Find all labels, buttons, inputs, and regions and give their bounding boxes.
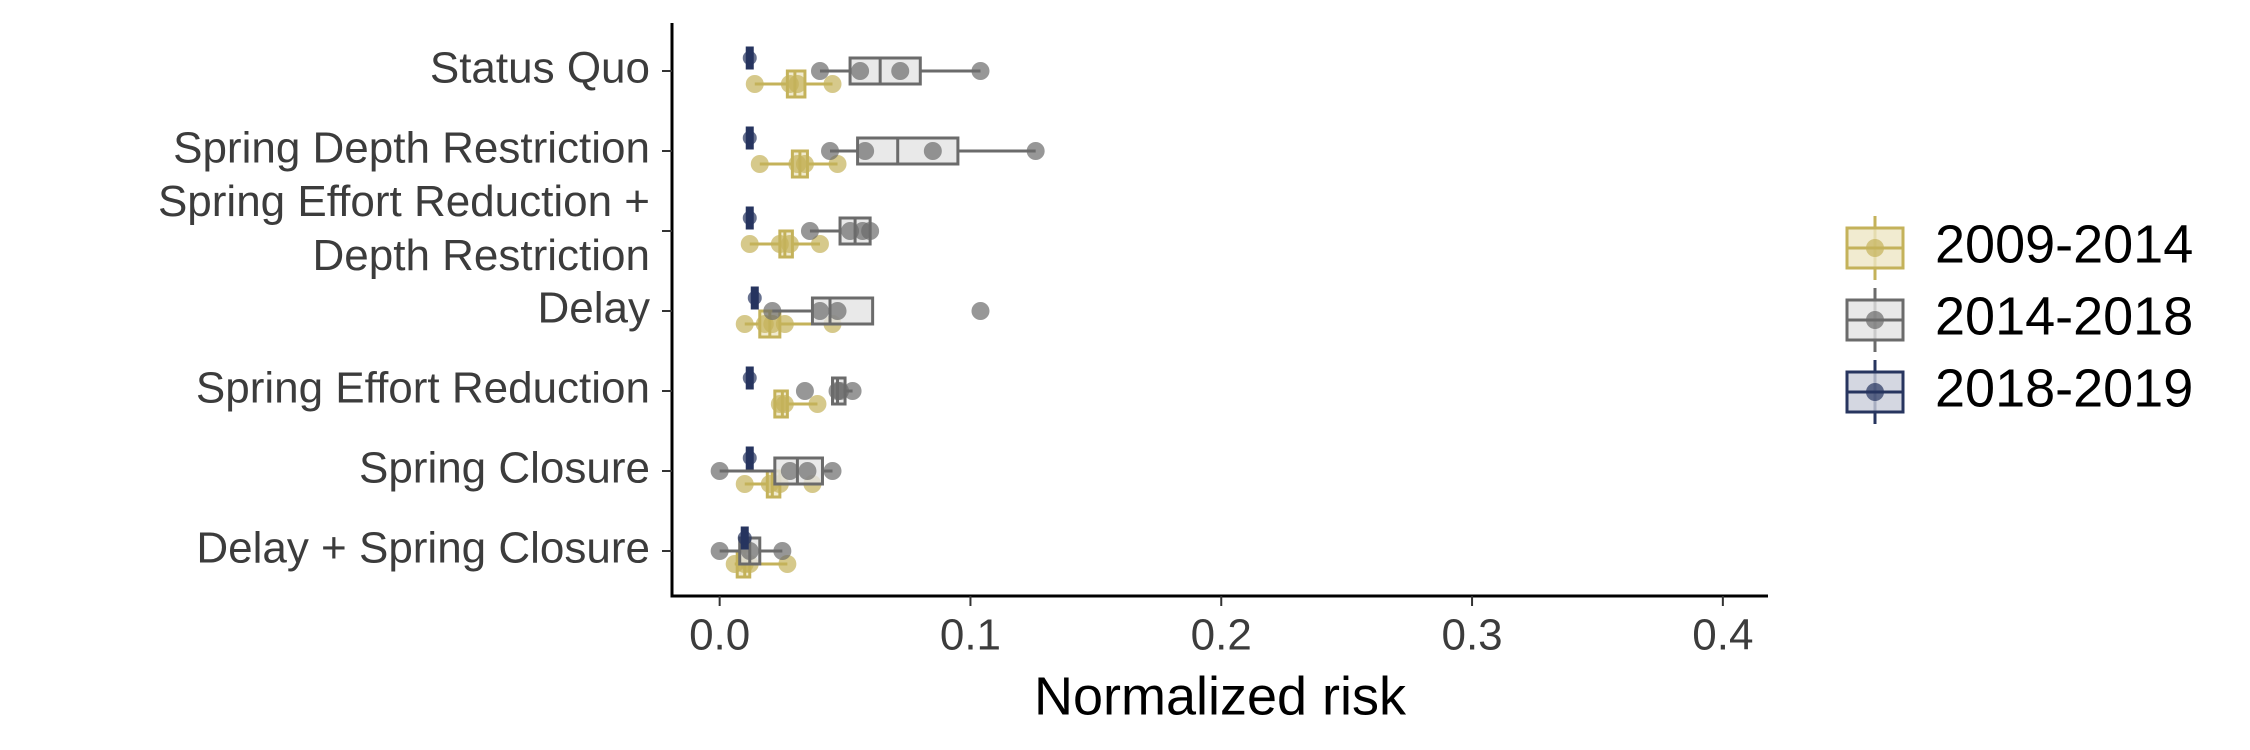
point [763, 315, 782, 333]
x-tick-label: 0.3 [1441, 611, 1502, 660]
point [1026, 142, 1045, 160]
point [710, 542, 729, 560]
point [788, 75, 807, 93]
y-tick-label: Delay [538, 284, 651, 333]
y-tick-label: Spring Closure [359, 444, 650, 493]
point [742, 51, 757, 65]
point [742, 211, 757, 225]
legend-label: 2009-2014 [1935, 214, 2193, 274]
point [745, 75, 764, 93]
point [742, 131, 757, 145]
point [780, 235, 799, 253]
legend-point [1866, 239, 1884, 257]
x-tick-label: 0.1 [940, 611, 1001, 660]
point [740, 235, 759, 253]
point [798, 462, 817, 480]
point [795, 155, 814, 173]
y-tick-label: Spring Effort Reduction + Depth Restricti… [158, 177, 650, 280]
point [861, 222, 880, 240]
point [821, 142, 840, 160]
point [710, 462, 729, 480]
x-tick-label: 0.2 [1191, 611, 1252, 660]
x-tick-label: 0.0 [689, 611, 750, 660]
point [775, 315, 794, 333]
point [742, 451, 757, 465]
legend-label: 2018-2019 [1935, 358, 2193, 418]
legend-label: 2014-2018 [1935, 286, 2193, 346]
point [971, 302, 990, 320]
legend-point [1866, 383, 1884, 401]
legend-point [1866, 311, 1884, 329]
point [831, 382, 850, 400]
point [808, 395, 827, 413]
point [923, 142, 942, 160]
point [775, 395, 794, 413]
point [780, 462, 799, 480]
y-tick-label: Spring Effort Reduction [196, 364, 650, 413]
point [810, 235, 829, 253]
point [737, 531, 752, 545]
point [828, 302, 847, 320]
point [773, 542, 792, 560]
y-tick-label: Delay + Spring Closure [196, 524, 650, 573]
point [851, 62, 870, 80]
y-tick-label: Spring Depth Restriction [173, 124, 650, 173]
point [828, 155, 847, 173]
point [800, 222, 819, 240]
y-tick-label: Status Quo [430, 44, 650, 93]
point [810, 62, 829, 80]
point [735, 315, 754, 333]
point [856, 142, 875, 160]
point [843, 382, 862, 400]
x-tick-label: 0.4 [1692, 611, 1753, 660]
point [823, 462, 842, 480]
point [747, 291, 762, 305]
point [823, 75, 842, 93]
x-axis-title: Normalized risk [1034, 666, 1407, 726]
point [735, 475, 754, 493]
point [795, 382, 814, 400]
point [891, 62, 910, 80]
point [763, 302, 782, 320]
point [810, 302, 829, 320]
point [750, 155, 769, 173]
point [742, 371, 757, 385]
point [971, 62, 990, 80]
point [841, 222, 860, 240]
